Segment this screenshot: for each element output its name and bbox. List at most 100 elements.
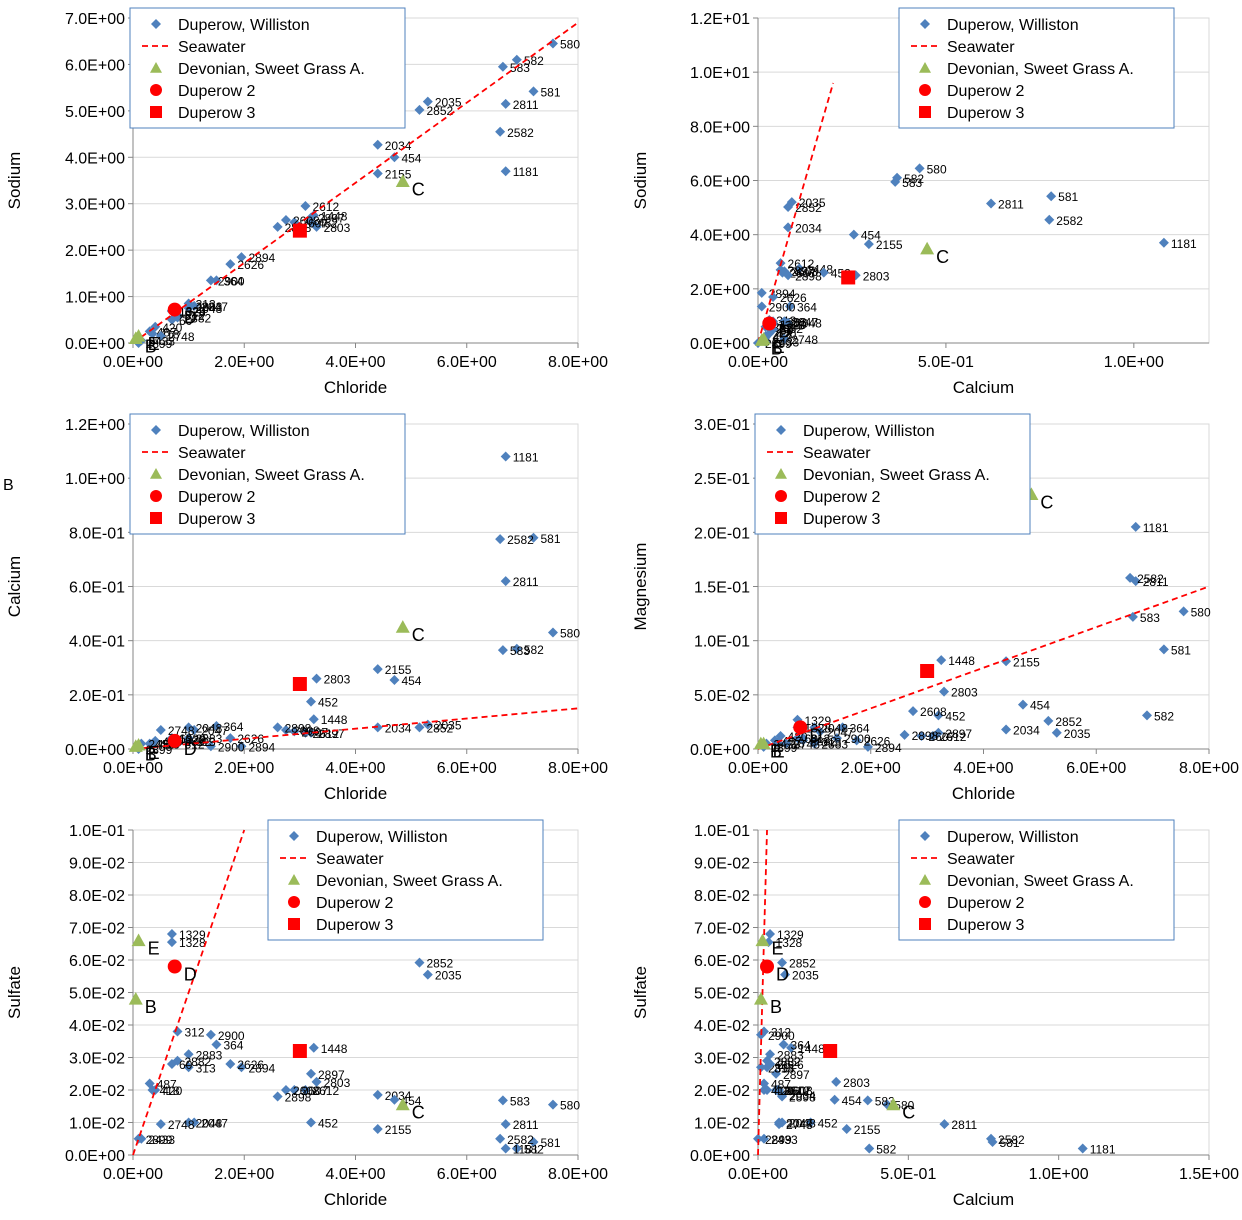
point xyxy=(780,969,791,980)
point xyxy=(763,937,774,948)
point xyxy=(886,1097,901,1111)
point xyxy=(389,674,400,685)
legend-label: Devonian, Sweet Grass A. xyxy=(178,61,365,78)
y-axis-title: Sulfate xyxy=(5,966,24,1019)
point xyxy=(862,1095,873,1106)
y-tick-label: 8.0E-02 xyxy=(694,888,750,905)
point xyxy=(155,1119,166,1130)
point-label: 2048 xyxy=(196,1117,223,1131)
point-label: 452 xyxy=(318,1117,338,1131)
point-label: 2900 xyxy=(769,300,796,314)
x-tick-label: 6.0E+00 xyxy=(437,1166,497,1183)
point-label: 2900 xyxy=(218,740,245,754)
point xyxy=(1158,644,1169,655)
point xyxy=(1178,606,1189,617)
point xyxy=(831,1076,842,1087)
point xyxy=(189,725,200,736)
point-label: 2899 xyxy=(765,1133,792,1147)
point-label: 2035 xyxy=(1064,727,1091,741)
point-label: 2803 xyxy=(324,673,351,687)
point xyxy=(372,168,383,179)
x-tick-label: 0.0E+00 xyxy=(728,354,788,371)
point-label: 313 xyxy=(821,735,841,749)
point-label: 454 xyxy=(401,151,421,165)
point xyxy=(528,1137,539,1147)
point-label: 418 xyxy=(159,1084,179,1098)
point-label: 2582 xyxy=(507,533,534,547)
point-label: 2608 xyxy=(786,1084,813,1098)
legend-label: Devonian, Sweet Grass A. xyxy=(178,467,365,484)
point xyxy=(306,727,316,738)
point-label: 2155 xyxy=(876,238,903,252)
y-tick-label: 7.0E-02 xyxy=(694,921,750,938)
x-tick-label: 4.0E+00 xyxy=(325,1166,385,1183)
x-tick-label: 0.0E+00 xyxy=(103,354,163,371)
y-tick-label: 2.0E+00 xyxy=(65,243,125,260)
seawater-line xyxy=(132,707,579,750)
point-label: C xyxy=(412,179,425,199)
point xyxy=(933,727,944,738)
point-label: 2035 xyxy=(799,196,826,210)
seawater-line xyxy=(757,829,768,1156)
point xyxy=(916,731,927,741)
point-label: 454 xyxy=(1030,699,1050,713)
x-tick-label: 6.0E+00 xyxy=(1066,760,1126,777)
y-tick-label: 2.0E-01 xyxy=(69,688,125,705)
point-label: 2900 xyxy=(844,732,871,746)
point-label: 1448 xyxy=(321,1042,348,1056)
y-tick-label: 7.0E-02 xyxy=(69,921,125,938)
point-label: 2803 xyxy=(863,269,890,283)
legend-label: Duperow, Williston xyxy=(316,829,448,846)
point xyxy=(511,54,522,65)
point-label: C xyxy=(1040,492,1053,512)
point xyxy=(300,1085,311,1095)
point-label: B xyxy=(145,744,157,764)
point-label: E xyxy=(773,337,785,357)
y-tick-label: 2.0E-02 xyxy=(69,1083,125,1100)
y-tick-label: 8.0E-01 xyxy=(69,525,125,542)
point-label: 2155 xyxy=(854,1123,881,1137)
point xyxy=(211,275,222,286)
point xyxy=(155,725,166,736)
point-label: 2582 xyxy=(998,1133,1025,1147)
y-axis-title: Sodium xyxy=(631,152,650,210)
point-label: 2894 xyxy=(875,741,902,755)
y-tick-label: 3.0E+00 xyxy=(65,197,125,214)
point xyxy=(862,741,873,752)
point-label: 2803 xyxy=(324,1076,351,1090)
point xyxy=(759,1133,770,1144)
panel: 0.0E+00 1.0E-02 2.0E-02 3.0E-02 4.0E-02 5.0E-… xyxy=(5,819,608,1209)
point-label: 2748 xyxy=(168,330,195,344)
point xyxy=(939,1119,950,1130)
point-label: 2852 xyxy=(789,957,816,971)
legend-label: Devonian, Sweet Grass A. xyxy=(316,873,503,890)
point xyxy=(372,1089,383,1100)
point xyxy=(306,217,316,228)
point-label: 312 xyxy=(185,738,205,752)
legend-box xyxy=(129,413,406,535)
x-tick-label: 1.0E+00 xyxy=(1029,1166,1089,1183)
point-label: 487 xyxy=(771,1078,791,1092)
point xyxy=(760,959,775,974)
legend-symbol xyxy=(775,512,787,524)
y-tick-label: 6.0E+00 xyxy=(65,57,125,74)
legend-label: Devonian, Sweet Grass A. xyxy=(947,873,1134,890)
point-label: 2048 xyxy=(196,721,223,735)
point-label: 454 xyxy=(401,674,421,688)
point-label: 2883 xyxy=(196,732,223,746)
point xyxy=(497,61,508,72)
point-label: 1328 xyxy=(179,305,206,319)
point-label: 2882 xyxy=(776,322,803,336)
point-label: D xyxy=(776,965,789,985)
point-label: 2433 xyxy=(773,336,800,350)
legend-label: Duperow 2 xyxy=(316,895,393,912)
point xyxy=(755,933,770,947)
legend-symbol xyxy=(288,874,300,885)
point xyxy=(166,1059,177,1069)
point-label: 2899 xyxy=(765,337,792,351)
point xyxy=(292,1044,307,1058)
point xyxy=(289,1085,300,1095)
point xyxy=(793,720,808,735)
point-label: 2811 xyxy=(513,1118,539,1132)
